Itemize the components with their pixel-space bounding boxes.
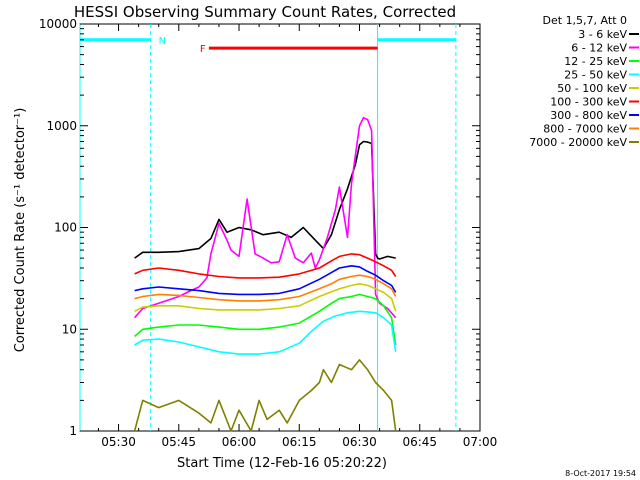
x-tick-label-6: 07:00 [463, 435, 498, 449]
x-tick-label-2: 06:00 [222, 435, 257, 449]
flag-label-1: F [200, 44, 206, 55]
y-tick-label-1: 10 [62, 322, 77, 336]
series-line-3 [134, 310, 397, 355]
y-tick-label-4: 10000 [39, 17, 77, 31]
series-line-6 [134, 264, 397, 296]
plot-area [79, 23, 481, 432]
legend-header: Det 1,5,7, Att 0 [543, 14, 627, 27]
y-axis-label: Corrected Count Rate (s⁻¹ detector⁻¹) [13, 108, 28, 353]
x-tick-label-3: 06:15 [282, 435, 317, 449]
legend-entry-7: 800 - 7000 keV [543, 123, 627, 136]
x-tick-label-5: 06:45 [402, 435, 437, 449]
series-line-2 [134, 293, 397, 346]
y-tick-label-0: 1 [69, 424, 77, 438]
chart-title: HESSI Observing Summary Count Rates, Cor… [74, 3, 456, 21]
series-line-8 [133, 359, 397, 432]
legend-entry-2: 12 - 25 keV [564, 55, 627, 68]
x-tick-label-0: 05:30 [101, 435, 136, 449]
series-layer [133, 116, 397, 432]
plot-frame [79, 23, 481, 432]
y-tick-label-2: 100 [54, 221, 77, 235]
attenuator-flags: NF [80, 36, 456, 55]
legend-entry-1: 6 - 12 keV [571, 42, 627, 55]
legend-entry-6: 300 - 800 keV [550, 109, 627, 122]
legend-entry-8: 7000 - 20000 keV [529, 136, 627, 149]
series-line-7 [134, 274, 397, 302]
legend-entry-3: 25 - 50 keV [564, 69, 627, 82]
legend-entry-5: 100 - 300 keV [550, 96, 627, 109]
series-line-1 [133, 116, 397, 319]
y-tick-label-3: 1000 [46, 119, 77, 133]
footer-timestamp: 8-Oct-2017 19:54 [565, 469, 636, 478]
series-line-5 [134, 253, 397, 279]
x-tick-label-1: 05:45 [161, 435, 196, 449]
series-line-4 [134, 282, 397, 313]
x-axis: 05:30 05:45 06:00 06:15 06:30 06:45 07:00 [97, 24, 498, 449]
flag-label-0: N [159, 36, 166, 47]
x-axis-label: Start Time (12-Feb-16 05:20:22) [177, 456, 387, 471]
legend-entry-0: 3 - 6 keV [578, 28, 627, 41]
y-axis: 1 10 100 1000 10000 [39, 17, 480, 438]
x-tick-label-4: 06:30 [342, 435, 377, 449]
legend-entry-4: 50 - 100 keV [557, 82, 627, 95]
